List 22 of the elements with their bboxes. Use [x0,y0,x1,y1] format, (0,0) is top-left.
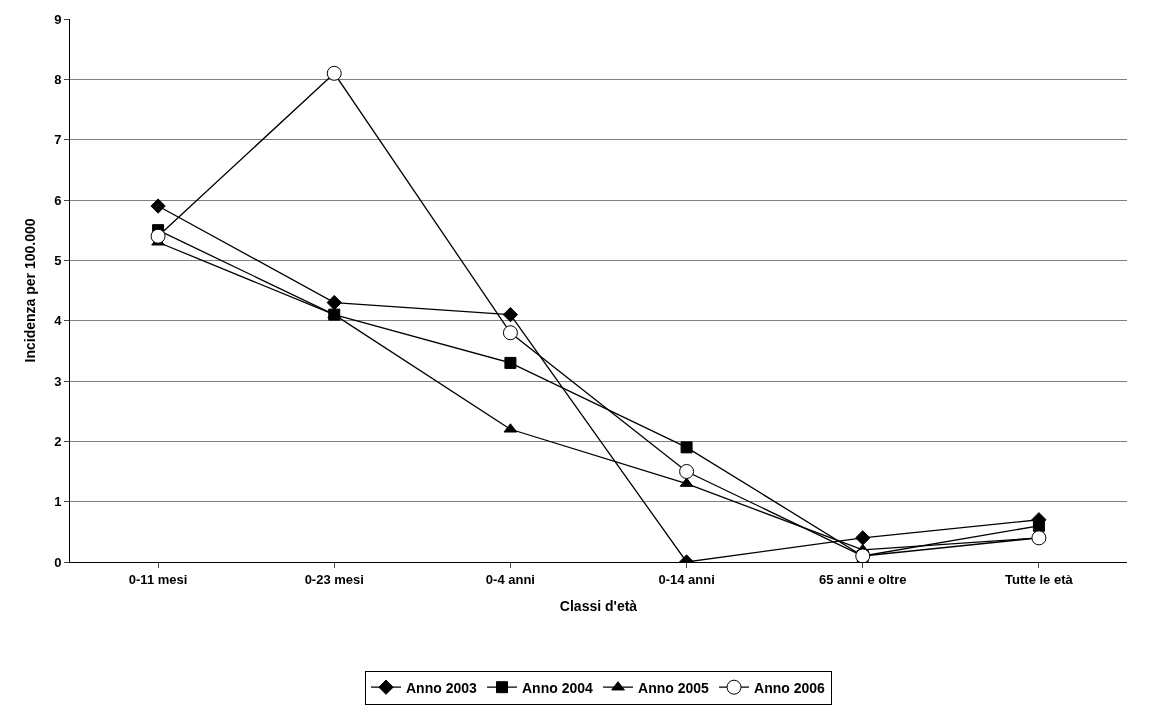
y-tick-label: 3 [54,373,62,389]
y-tick-label: 0 [54,554,62,570]
y-axis-title: Incidenza per 100.000 [21,218,38,363]
x-tick-label: 0-11 mesi [128,571,188,587]
legend-label: Anno 2005 [638,679,710,696]
y-tick-label: 1 [54,494,62,510]
x-axis-title: Classi d'età [559,597,638,614]
x-tick-label: 0-14 anni [658,571,715,587]
x-tick-label: 0-23 mesi [304,571,364,587]
x-tick-label: Tutte le età [1005,571,1074,587]
y-tick-label: 2 [54,433,62,449]
y-tick-label: 8 [54,71,62,87]
y-tick-label: 5 [54,252,62,268]
y-tick-label: 7 [54,132,62,148]
y-tick-label: 9 [54,11,62,27]
x-tick-label: 65 anni e oltre [819,571,907,587]
y-tick-label: 4 [54,313,63,329]
y-tick-label: 6 [54,192,62,208]
x-tick-label: 0-4 anni [485,571,535,587]
legend-label: Anno 2003 [406,679,478,696]
legend-label: Anno 2006 [754,679,826,696]
legend-label: Anno 2004 [522,679,594,696]
